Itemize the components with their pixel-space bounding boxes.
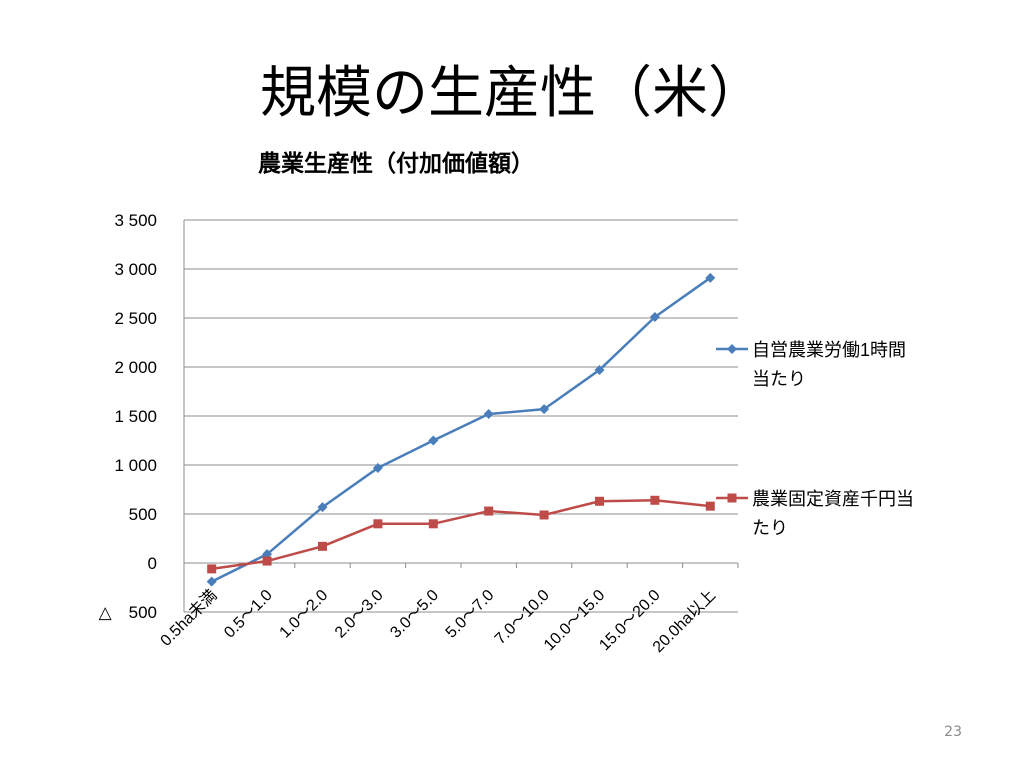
page-number: 23 [944,724,962,740]
x-tick-labels: 0.5ha未満 0.5～1.0 1.0～2.0 2.0～3.0 3.0～5.0 5.0～7… [157,586,719,656]
data-point [317,502,328,513]
y-tick-label: 3 000 [114,260,157,279]
legend-marker [727,344,737,354]
data-point [595,496,604,506]
y-tick-label: 500 [129,505,157,524]
data-point [428,435,439,446]
data-point [594,364,605,375]
x-tick-label: 1.0～2.0 [277,587,332,642]
x-tick-label: 3.0～5.0 [387,587,442,642]
slide-title: 規模の生産性（米） [260,61,764,126]
data-point [483,409,494,420]
series-line [211,276,712,583]
legend-marker [727,493,737,503]
data-point [207,564,217,574]
legend-label: たり [752,518,788,538]
data-point [372,462,383,473]
data-point [206,576,217,587]
x-tick-label: 0.5～1.0 [221,587,276,642]
data-point [650,495,660,505]
data-point [539,510,549,520]
axes [183,220,739,612]
series-line [211,499,711,571]
y-tick-label: 2 000 [114,358,157,377]
y-tick-label: 1 500 [114,407,157,426]
x-tick-label: 0.5ha未満 [157,586,221,650]
data-point [318,541,327,551]
data-point [539,404,550,415]
y-tick-label: 1 000 [114,456,157,475]
data-point [705,501,715,511]
y-tick-labels: 3 500 3 000 2 500 2 000 1 500 1 000 500 0 △ 500 [99,211,157,622]
y-tick-label: 0 [148,554,157,573]
x-tick-label: 5.0～7.0 [443,587,498,642]
data-point [428,519,438,529]
data-point [484,506,494,516]
series-markers [206,272,716,587]
legend-label: 自営農業労働1時間 [752,340,906,360]
chart-title: 農業生産性（付加価値額） [258,151,534,177]
y-tick-label: 2 500 [114,309,157,328]
y-tick-label: △ 500 [99,603,157,622]
y-tick-label: 3 500 [114,211,157,230]
legend-label: 当たり [752,369,806,389]
x-tick-label: 2.0～3.0 [332,587,387,642]
data-point [705,272,716,283]
data-point [649,312,660,323]
data-point [262,556,272,566]
data-point [373,519,383,529]
legend-label: 農業固定資産千円当 [752,489,914,509]
series-lines [211,276,712,583]
